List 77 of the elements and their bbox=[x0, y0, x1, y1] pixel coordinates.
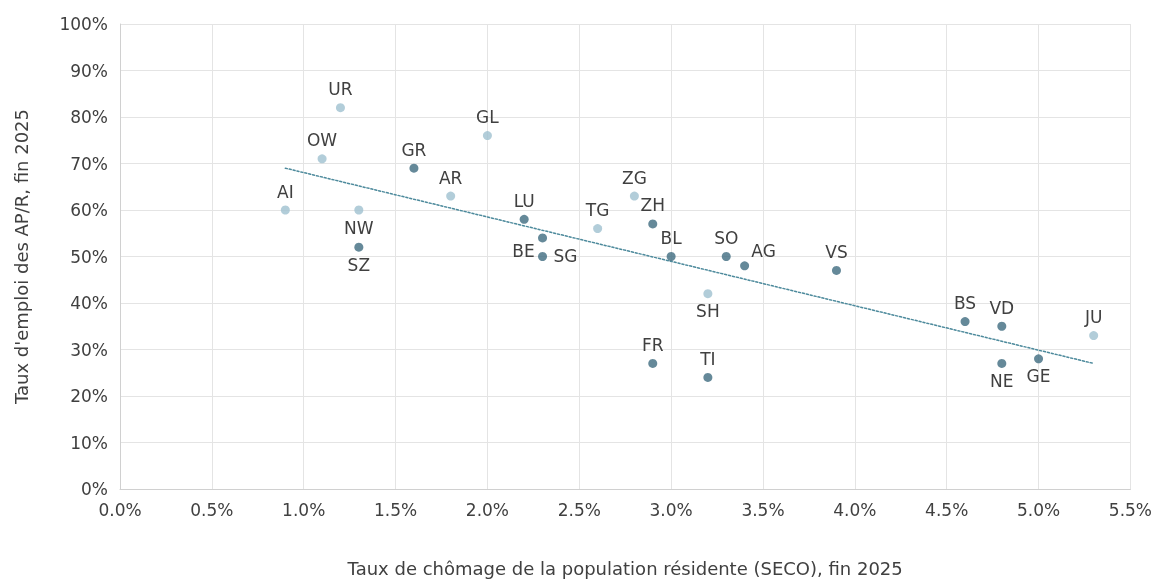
y-tick-label: 40% bbox=[70, 293, 108, 313]
y-tick-label: 20% bbox=[70, 386, 108, 406]
annotation: UR bbox=[328, 79, 353, 100]
point bbox=[740, 261, 750, 271]
x-tick-label: 0.0% bbox=[98, 499, 142, 520]
x-axis-title: Taux de chômage de la population résidente (SECO), fin 2025 bbox=[346, 557, 903, 579]
annotation: VD bbox=[989, 297, 1015, 318]
annotation: AI bbox=[277, 181, 294, 202]
annotation: LU bbox=[513, 190, 535, 211]
annotation: AR bbox=[438, 167, 463, 188]
annotation: SZ bbox=[347, 254, 371, 275]
annotation: BL bbox=[660, 228, 683, 248]
point bbox=[593, 224, 603, 234]
annotation: AG bbox=[751, 241, 776, 262]
x-tick-label: 1.0% bbox=[282, 499, 326, 520]
x-tick-label: 2.5% bbox=[557, 499, 601, 520]
point bbox=[1034, 354, 1044, 364]
annotation: SH bbox=[696, 301, 720, 322]
y-tick-label: 90% bbox=[70, 60, 108, 81]
point bbox=[997, 358, 1007, 368]
annotation: ZH bbox=[640, 195, 665, 216]
x-tick-label: 4.0% bbox=[833, 499, 877, 520]
y-tick-label: 0% bbox=[81, 479, 108, 499]
annotation: TI bbox=[699, 348, 716, 369]
y-tick-label: 50% bbox=[70, 246, 108, 267]
point bbox=[482, 131, 492, 141]
annotation: JU bbox=[1083, 307, 1103, 328]
point bbox=[335, 103, 345, 113]
annotation: BS bbox=[953, 293, 977, 314]
point bbox=[997, 321, 1007, 331]
point bbox=[703, 289, 713, 299]
x-tick-label: 2.0% bbox=[465, 499, 510, 520]
point bbox=[446, 191, 456, 201]
x-tick-label: 4.5% bbox=[925, 499, 969, 520]
point bbox=[1089, 331, 1099, 341]
point bbox=[666, 252, 676, 261]
annotation: NE bbox=[990, 370, 1014, 391]
annotation: ZG bbox=[621, 167, 647, 188]
annotation: GR bbox=[401, 139, 427, 160]
x-tick-label: 5.0% bbox=[1016, 499, 1061, 520]
x-tick-label: 5.5% bbox=[1108, 499, 1153, 520]
point bbox=[519, 214, 529, 224]
y-tick-label: 10% bbox=[70, 432, 108, 453]
annotation: BE bbox=[512, 241, 535, 262]
point bbox=[703, 372, 713, 382]
annotation: GL bbox=[476, 107, 500, 128]
annotation: FR bbox=[641, 334, 664, 355]
annotation: TG bbox=[584, 200, 610, 221]
y-tick-label: 80% bbox=[70, 107, 108, 127]
point bbox=[538, 233, 548, 243]
x-tick-label: 0.5% bbox=[190, 499, 234, 520]
annotation: SG bbox=[553, 246, 578, 266]
annotation: GE bbox=[1026, 366, 1051, 387]
y-tick-label: 70% bbox=[70, 153, 108, 174]
point bbox=[629, 191, 639, 201]
x-tick-label: 3.5% bbox=[741, 499, 785, 520]
point bbox=[648, 358, 658, 368]
point bbox=[831, 265, 841, 275]
x-tick-label: 3.0% bbox=[649, 499, 693, 520]
x-tick-label: 1.5% bbox=[373, 499, 418, 520]
annotation: OW bbox=[306, 130, 338, 151]
y-tick-label: 30% bbox=[70, 339, 108, 360]
annotation: NW bbox=[344, 217, 374, 238]
y-tick-label: 100% bbox=[59, 14, 108, 34]
point bbox=[960, 317, 970, 327]
annotation: SO bbox=[714, 228, 739, 248]
point bbox=[409, 163, 419, 173]
point bbox=[317, 154, 327, 164]
point bbox=[354, 205, 364, 215]
point bbox=[721, 252, 731, 261]
y-tick-label: 60% bbox=[70, 200, 108, 220]
point bbox=[538, 252, 548, 261]
annotation: VS bbox=[825, 241, 848, 262]
y-axis-title: Taux d'emploi des AP/R, fin 2025 bbox=[10, 108, 32, 406]
point bbox=[280, 205, 290, 215]
point bbox=[354, 242, 364, 252]
point bbox=[648, 219, 658, 229]
